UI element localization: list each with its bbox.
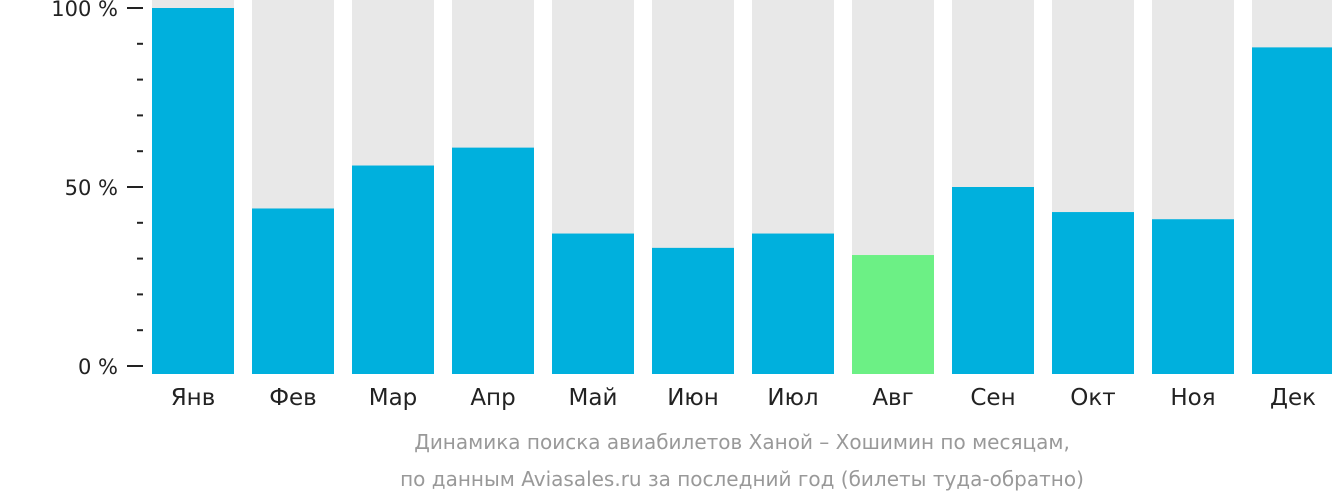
x-tick-label: Июл <box>767 385 818 411</box>
bar-chart: 0 % 50 % 100 % Янв Фев Мар Апр Май Июн Июл Авг Сен… <box>51 0 1332 411</box>
x-tick-label: Ноя <box>1170 385 1215 411</box>
x-tick-label: Май <box>569 385 618 411</box>
x-tick-label: Июн <box>667 385 719 411</box>
y-tick-label: 50 % <box>65 176 118 200</box>
bar-4[interactable] <box>452 147 534 374</box>
x-tick-label: Апр <box>470 385 515 411</box>
x-tick-label: Окт <box>1070 385 1115 411</box>
y-tick-label: 100 % <box>51 0 118 21</box>
x-tick-label: Сен <box>970 385 1015 411</box>
bar-2[interactable] <box>252 208 334 374</box>
bar-10[interactable] <box>1052 212 1134 374</box>
bar-8[interactable] <box>852 255 934 374</box>
x-tick-label: Фев <box>269 385 317 411</box>
bar-9[interactable] <box>952 187 1034 374</box>
chart-caption-line-1: Динамика поиска авиабилетов Ханой – Хоши… <box>414 430 1070 454</box>
bar-12[interactable] <box>1252 47 1332 374</box>
bar-1[interactable] <box>152 8 234 374</box>
bar-3[interactable] <box>352 165 434 374</box>
bar-7[interactable] <box>752 233 834 374</box>
bar-11[interactable] <box>1152 219 1234 374</box>
chart-caption-line-2: по данным Aviasales.ru за последний год … <box>400 467 1084 491</box>
bar-6[interactable] <box>652 247 734 374</box>
x-tick-label: Дек <box>1270 385 1316 411</box>
y-tick-label: 0 % <box>78 355 118 379</box>
x-tick-label: Авг <box>872 385 913 411</box>
x-tick-label: Янв <box>171 385 216 411</box>
bar-5[interactable] <box>552 233 634 374</box>
x-tick-label: Мар <box>369 385 418 411</box>
